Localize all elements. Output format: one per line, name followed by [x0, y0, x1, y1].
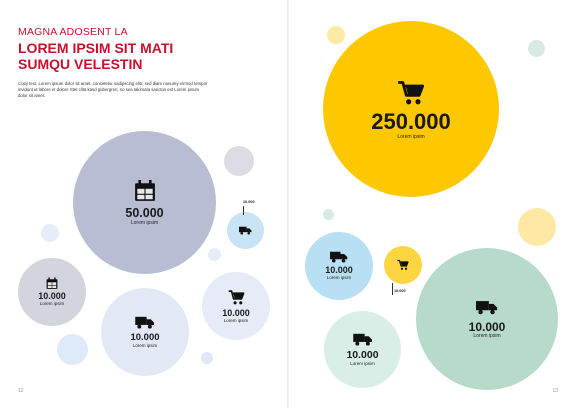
intro-paragraph: Copy text. Lorem ipsum dolor sit amet, c…: [18, 81, 208, 98]
callout-leader-line: [243, 206, 244, 215]
decorative-dot: [528, 40, 545, 57]
shopping-cart-icon: [228, 289, 245, 306]
stat-bubble-truck-pale: 10.000 Lorem ipsim: [324, 311, 401, 388]
stat-value: 10.000: [468, 319, 506, 334]
stat-bubble-truck-blue: 10.000 Lorem ipsim: [305, 232, 373, 300]
stat-label: Lorem ipsim: [473, 332, 501, 339]
calendar-icon: [134, 179, 156, 203]
stat-bubble-calendar-small: 10.000 Lorem ipsim: [18, 258, 86, 326]
stat-value: 10.000: [346, 349, 379, 361]
stat-bubble-cart-medium: 10.000 Lorem ipsim: [202, 272, 270, 340]
shopping-cart-icon: [397, 259, 409, 271]
decorative-dot: [224, 146, 254, 176]
heading-line-2: SUMQU VELESTIN: [18, 56, 143, 72]
stat-label: Lorem ipsim: [132, 342, 158, 348]
page-heading: LOREM IPSIM SIT MATI SUMQU VELESTIN: [18, 40, 238, 72]
stat-value: 10.000: [38, 291, 66, 302]
stat-label: Lorem ipsim: [39, 301, 65, 307]
delivery-truck-icon: [135, 316, 155, 329]
decorative-dot: [57, 334, 88, 365]
right-page: 250.000 Lorem ipsim 10.000 Lorem ipsim 1…: [289, 0, 576, 408]
small-truck-callout: 10.000: [243, 200, 255, 204]
stat-value: 10.000: [222, 307, 250, 318]
page-number: 13: [552, 388, 558, 394]
page-gutter: [287, 0, 289, 408]
delivery-truck-icon: [476, 300, 498, 315]
heading-line-1: LOREM IPSIM SIT MATI: [18, 40, 174, 56]
delivery-truck-icon: [239, 226, 252, 235]
stat-label: Lorem ipsim: [130, 219, 159, 226]
decorative-dot: [327, 26, 345, 44]
stat-bubble-cart-large: 250.000 Lorem ipsim: [323, 21, 499, 197]
kicker-text: MAGNA ADOSENT LA: [18, 26, 128, 38]
decorative-dot: [41, 224, 59, 242]
small-cart-callout: 10.000: [394, 289, 406, 293]
stat-bubble-truck-small: [227, 212, 264, 249]
stat-value: 50.000: [125, 206, 164, 221]
decorative-dot: [518, 208, 556, 246]
stat-label: Lorem ipsim: [223, 317, 249, 323]
shopping-cart-icon: [397, 79, 425, 107]
delivery-truck-icon: [330, 251, 348, 263]
stat-bubble-cart-small: [384, 246, 422, 284]
decorative-dot: [201, 352, 213, 364]
calendar-icon: [46, 277, 58, 290]
stat-value: 10.000: [325, 265, 353, 276]
callout-leader-line: [392, 283, 393, 295]
stat-bubble-calendar-large: 50.000 Lorem ipsim: [73, 131, 216, 274]
page-number: 12: [18, 388, 24, 394]
stat-label: Lorem ipsim: [326, 275, 352, 281]
stat-label: Lorem ipsim: [350, 360, 375, 366]
decorative-dot: [208, 248, 221, 261]
stat-bubble-truck-mint: 10.000 Lorem ipsim: [416, 248, 558, 390]
stat-value: 10.000: [130, 332, 160, 343]
stat-label: Lorem ipsim: [397, 133, 425, 140]
stat-bubble-truck-medium: 10.000 Lorem ipsim: [101, 288, 189, 376]
left-page: MAGNA ADOSENT LA LOREM IPSIM SIT MATI SU…: [0, 0, 287, 408]
delivery-truck-icon: [353, 333, 373, 346]
stat-value: 250.000: [371, 108, 451, 134]
decorative-dot: [323, 209, 334, 220]
